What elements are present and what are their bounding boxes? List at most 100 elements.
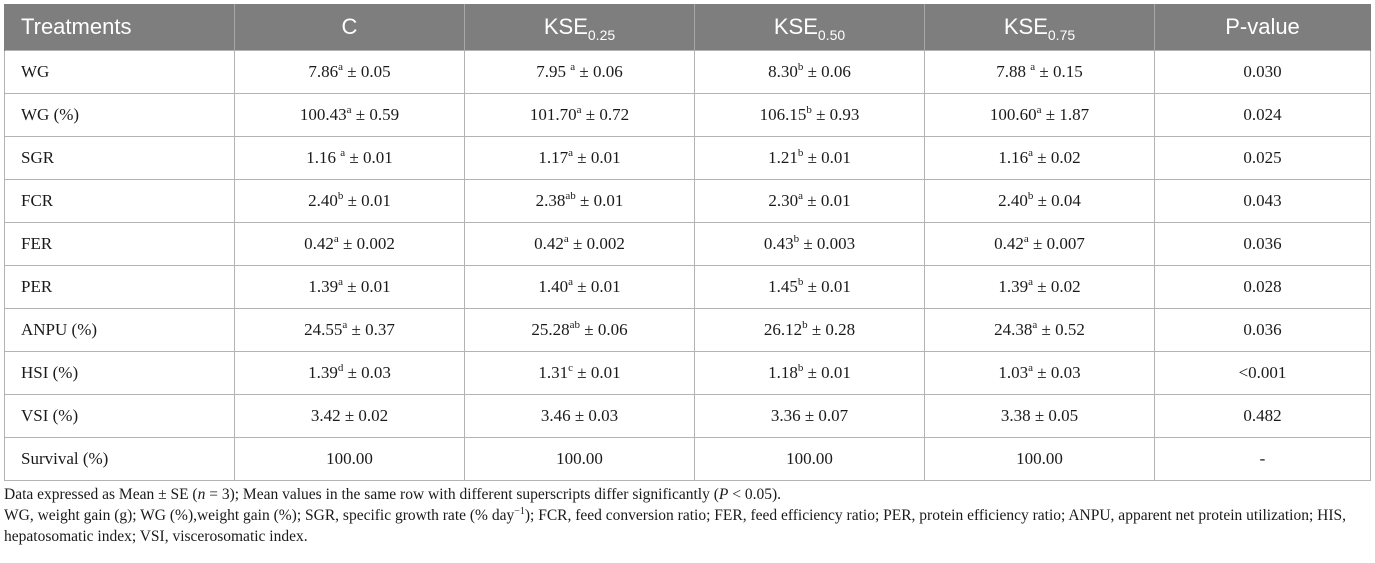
cell-control: 100.00 <box>234 437 465 481</box>
mean-value: 0.43 <box>763 234 794 253</box>
row-label: PER <box>4 265 235 309</box>
significance-superscript: a <box>1030 61 1036 73</box>
row-label: WG <box>4 50 235 94</box>
standard-error: ± 0.37 <box>347 320 395 339</box>
cell-control: 1.16 a ± 0.01 <box>234 136 465 180</box>
table-row: WG 7.86a ± 0.05 7.95 a ± 0.06 8.30b ± 0.06 7… <box>4 50 1371 94</box>
mean-value: 100.00 <box>1016 449 1063 468</box>
significance-superscript: a <box>576 104 582 116</box>
mean-value: 7.86 <box>308 62 339 81</box>
significance-superscript: ab <box>565 190 576 202</box>
mean-value: 2.38 <box>535 191 566 210</box>
standard-error: ± 0.02 <box>1033 277 1081 296</box>
mean-value: 1.03 <box>998 363 1029 382</box>
standard-error: ± 0.02 <box>1033 148 1081 167</box>
cell-kse-050: 26.12b ± 0.28 <box>694 308 925 352</box>
significance-superscript: a <box>346 104 352 116</box>
row-label: WG (%) <box>4 93 235 137</box>
cell-kse-025: 0.42a ± 0.002 <box>464 222 695 266</box>
mean-value: 0.42 <box>994 234 1024 253</box>
table-row: VSI (%) 3.42 ± 0.02 3.46 ± 0.03 3.36 ± 0.07… <box>4 394 1371 438</box>
header-control: C <box>234 4 465 51</box>
significance-superscript: b <box>797 362 804 374</box>
cell-control: 1.39a ± 0.01 <box>234 265 465 309</box>
standard-error: ± 0.01 <box>573 363 621 382</box>
growth-performance-table: Treatments C KSE0.25 KSE0.50 KSE0.75 P-v… <box>4 4 1371 481</box>
cell-kse-050: 1.45b ± 0.01 <box>694 265 925 309</box>
standard-error: ± 0.01 <box>803 148 851 167</box>
cell-p-value: 0.028 <box>1154 265 1371 309</box>
standard-error: ± 0.01 <box>803 277 851 296</box>
cell-kse-025: 100.00 <box>464 437 695 481</box>
cell-kse-025: 25.28ab ± 0.06 <box>464 308 695 352</box>
standard-error: ± 0.72 <box>581 105 630 124</box>
mean-value: 7.88 <box>996 62 1031 81</box>
cell-kse-075: 24.38a ± 0.52 <box>924 308 1155 352</box>
mean-value: 100.00 <box>786 449 833 468</box>
row-label: Survival (%) <box>4 437 235 481</box>
standard-error: ± 1.87 <box>1041 105 1090 124</box>
mean-value: 1.17 <box>538 148 569 167</box>
cell-p-value: 0.482 <box>1154 394 1371 438</box>
significance-superscript: a <box>570 61 576 73</box>
table-row: FER 0.42a ± 0.002 0.42a ± 0.002 0.43b ± 0.0… <box>4 222 1371 266</box>
table-row: SGR 1.16 a ± 0.01 1.17a ± 0.01 1.21b ± 0.01… <box>4 136 1371 180</box>
footnote-abbreviations: WG, weight gain (g); WG (%),weight gain … <box>4 506 1347 546</box>
mean-value: 1.40 <box>538 277 569 296</box>
significance-superscript: b <box>806 104 812 116</box>
cell-p-value: 0.036 <box>1154 308 1371 352</box>
significance-superscript: a <box>568 147 574 159</box>
significance-superscript: a <box>340 147 346 159</box>
mean-value: 101.70 <box>529 105 577 124</box>
standard-error: ± 0.15 <box>1035 62 1083 81</box>
significance-superscript: d <box>337 362 344 374</box>
mean-value: 1.16 <box>998 148 1029 167</box>
table-row: WG (%) 100.43a ± 0.59 101.70a ± 0.72 106.15… <box>4 93 1371 137</box>
cell-p-value: 0.025 <box>1154 136 1371 180</box>
table-row: HSI (%) 1.39d ± 0.03 1.31c ± 0.01 1.18b ± 0… <box>4 351 1371 395</box>
cell-kse-075: 1.16a ± 0.02 <box>924 136 1155 180</box>
significance-superscript: b <box>802 319 808 331</box>
cell-control: 0.42a ± 0.002 <box>234 222 465 266</box>
mean-value: 8.30 <box>768 62 798 81</box>
cell-kse-050: 1.18b ± 0.01 <box>694 351 925 395</box>
mean-value: 100.43 <box>299 105 347 124</box>
cell-kse-075: 2.40b ± 0.04 <box>924 179 1155 223</box>
cell-p-value: <0.001 <box>1154 351 1371 395</box>
significance-superscript: ab <box>569 319 581 331</box>
header-kse-050: KSE0.50 <box>694 4 925 51</box>
standard-error: ± 0.52 <box>1037 320 1085 339</box>
significance-superscript: a <box>568 276 574 288</box>
standard-error: ± 0.04 <box>1033 191 1081 210</box>
mean-value: 2.40 <box>308 191 338 210</box>
mean-value: 100.60 <box>989 105 1037 124</box>
mean-value: 100.00 <box>556 449 603 468</box>
cell-p-value: 0.043 <box>1154 179 1371 223</box>
row-label: ANPU (%) <box>4 308 235 352</box>
mean-value: 1.16 <box>306 148 341 167</box>
cell-p-value: 0.024 <box>1154 93 1371 137</box>
significance-superscript: b <box>1027 190 1034 202</box>
cell-kse-050: 1.21b ± 0.01 <box>694 136 925 180</box>
mean-value: 3.42 <box>310 406 341 425</box>
significance-superscript: a <box>342 319 348 331</box>
table-footnotes: Data expressed as Mean ± SE (n = 3); Mea… <box>4 484 1370 547</box>
header-p-value: P-value <box>1154 4 1371 51</box>
mean-value: 0.42 <box>534 234 564 253</box>
significance-superscript: a <box>1023 233 1029 245</box>
cell-kse-075: 0.42a ± 0.007 <box>924 222 1155 266</box>
mean-value: 1.39 <box>998 277 1029 296</box>
standard-error: ± 0.06 <box>580 320 628 339</box>
cell-kse-050: 8.30b ± 0.06 <box>694 50 925 94</box>
standard-error: ± 0.01 <box>803 363 851 382</box>
standard-error: ± 0.01 <box>573 148 621 167</box>
row-label: FER <box>4 222 235 266</box>
standard-error: ± 0.003 <box>799 234 856 253</box>
cell-kse-025: 1.40a ± 0.01 <box>464 265 695 309</box>
mean-value: 24.38 <box>994 320 1033 339</box>
standard-error: ± 0.93 <box>811 105 860 124</box>
significance-superscript: b <box>337 190 344 202</box>
table-row: FCR 2.40b ± 0.01 2.38ab ± 0.01 2.30a ± 0.01… <box>4 179 1371 223</box>
table-row: ANPU (%) 24.55a ± 0.37 25.28ab ± 0.06 26.12… <box>4 308 1371 352</box>
row-label: FCR <box>4 179 235 223</box>
